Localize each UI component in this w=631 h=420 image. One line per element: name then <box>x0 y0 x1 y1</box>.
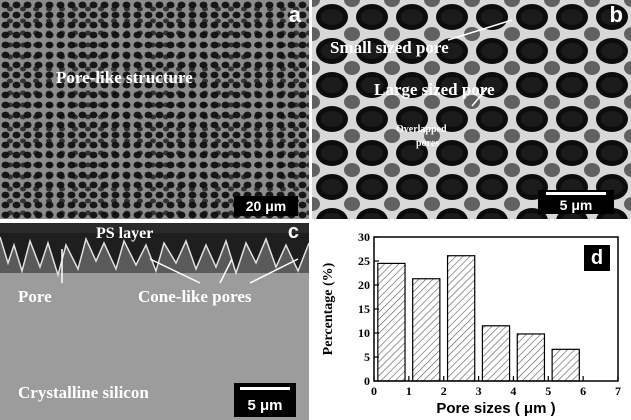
panel-a-structure-label: Pore-like structure <box>56 68 193 87</box>
panel-d: 0 1 2 3 4 5 6 7 0 5 10 15 20 25 30 Pore sizes ( μm ) P… <box>312 223 631 420</box>
small-pore-pointer-line <box>447 19 513 41</box>
x-tick-label: 6 <box>580 384 586 398</box>
panel-b: Small sized pore Large sized pore Overla… <box>312 0 631 219</box>
panel-a-scale-label: 20 μm <box>245 198 287 214</box>
y-tick-label: 20 <box>358 278 370 292</box>
chart-axes: 0 1 2 3 4 5 6 7 0 5 10 15 20 25 30 <box>358 230 621 398</box>
cone-pointer-line-2 <box>219 258 233 284</box>
panel-c-scale-line <box>240 387 290 390</box>
pore-size-histogram: 0 1 2 3 4 5 6 7 0 5 10 15 20 25 30 Pore sizes ( μm ) P… <box>321 230 621 417</box>
x-tick-label: 4 <box>510 384 516 398</box>
histogram-bar <box>412 278 441 382</box>
x-tick-label: 0 <box>371 384 377 398</box>
panel-a-letter: a <box>288 2 301 27</box>
histogram-bar <box>377 262 406 382</box>
panel-c-scale-label: 5 μm <box>247 396 283 414</box>
crystalline-silicon-label: Crystalline silicon <box>18 383 149 402</box>
panel-a-sem-image <box>0 0 309 219</box>
panel-c-letter: c <box>287 223 299 243</box>
x-tick-label: 2 <box>441 384 447 398</box>
panel-b-scale-bar: 5 μm <box>538 190 614 214</box>
y-tick-label: 30 <box>358 230 370 244</box>
x-tick-label: 5 <box>545 384 551 398</box>
histogram-bar <box>516 333 546 382</box>
cone-pointer-line-1 <box>149 258 201 284</box>
chart-bars <box>377 255 580 382</box>
x-tick-label: 7 <box>615 384 621 398</box>
histogram-bar <box>551 348 580 382</box>
overlapped-pores-label-line2: pores <box>416 138 440 149</box>
pore-label: Pore <box>18 287 52 306</box>
histogram-bar <box>481 325 511 382</box>
ps-layer-label: PS layer <box>96 225 154 242</box>
ps-layer-profile <box>0 223 309 275</box>
y-tick-label: 10 <box>358 326 370 340</box>
y-tick-label: 0 <box>364 374 370 388</box>
x-tick-label: 3 <box>476 384 482 398</box>
panel-d-letter-box: d <box>584 245 610 271</box>
small-pore-label: Small sized pore <box>330 38 449 57</box>
histogram-bar <box>446 255 476 382</box>
panel-b-letter: b <box>609 2 623 27</box>
panel-a-scale-bar: 20 μm <box>234 196 298 216</box>
x-axis-label: Pore sizes ( μm ) <box>436 400 555 417</box>
y-tick-label: 15 <box>358 302 370 316</box>
panel-b-sem-image <box>312 0 631 219</box>
x-tick-label: 1 <box>406 384 412 398</box>
panel-c-scale-bar: 5 μm <box>234 383 296 417</box>
y-tick-label: 5 <box>364 350 370 364</box>
panel-c: PS layer c Pore Cone-like pores Crystall… <box>0 223 309 420</box>
panel-b-scale-label: 5 μm <box>559 197 593 213</box>
cone-like-pores-label: Cone-like pores <box>138 287 252 306</box>
panel-b-scale-line <box>546 192 606 195</box>
cone-pointer-line-3 <box>249 258 299 284</box>
y-tick-label: 25 <box>358 254 370 268</box>
large-pore-pointer-line <box>471 87 488 107</box>
overlapped-pores-label-line1: Overlapped <box>396 124 447 135</box>
large-pore-label: Large sized pore <box>374 80 495 99</box>
panel-a: Pore-like structure a 20 μm <box>0 0 309 219</box>
y-axis-label: Percentage (%) <box>321 262 336 355</box>
panel-d-letter: d <box>590 246 604 269</box>
